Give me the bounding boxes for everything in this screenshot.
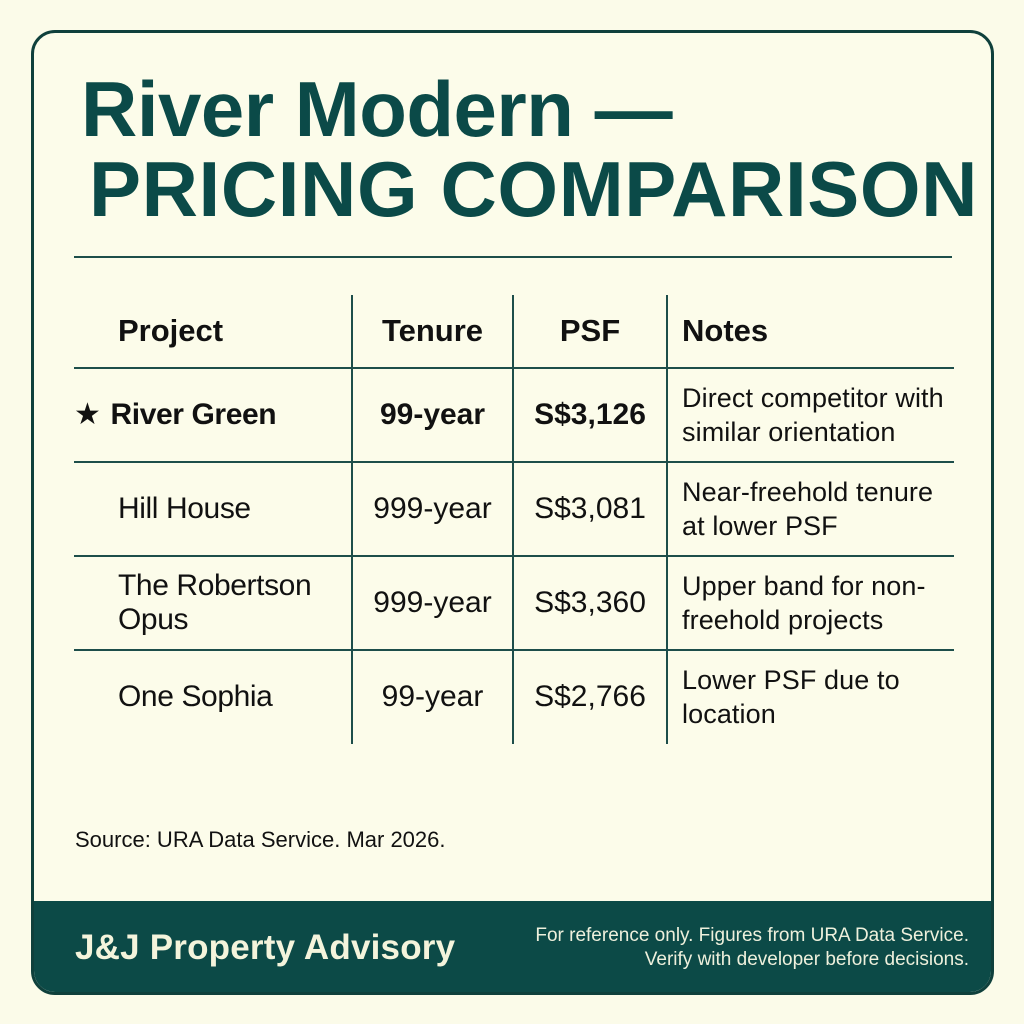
table-row-psf: S$2,766 [534,680,646,713]
table-row-tenure: 99-year [379,398,486,431]
project-name-line: Opus [118,603,189,636]
table-row-notes: Lower PSF due to location [682,651,972,743]
footer-band: J&J Property Advisory For reference only… [34,901,991,992]
project-name: River Green [110,398,277,431]
table-row-project: The Robertson Opus [118,557,350,649]
column-header-notes: Notes [682,313,769,348]
notes-line: Lower PSF due to [682,665,900,695]
notes-line: at lower PSF [682,511,838,541]
disclaimer: For reference only. Figures from URA Dat… [535,924,969,972]
column-rule [351,295,353,744]
column-header-psf: PSF [559,313,621,348]
title-line-2: PRICING COMPARISON [89,145,979,233]
table-row-project: ★ River Green [74,369,350,461]
pricing-table: Project Tenure PSF Notes ★ River Green 9… [34,33,991,992]
notes-line: similar orientation [682,417,896,447]
row-rule [74,461,954,463]
table-row-psf: S$3,126 [534,398,646,431]
row-rule [74,649,954,651]
disclaimer-line: For reference only. Figures from URA Dat… [535,925,969,946]
table-row-notes: Direct competitor with similar orientati… [682,369,972,461]
column-rule [512,295,514,744]
title-line-1: River Modern — [81,65,673,153]
disclaimer-line: Verify with developer before decisions. [644,949,969,970]
column-header-project: Project [118,313,224,348]
notes-line: Upper band for non- [682,571,926,601]
header-rule [74,367,954,369]
table-row-project: One Sophia [118,680,273,713]
column-header-tenure: Tenure [381,313,484,348]
table-row-tenure: 99-year [381,680,484,713]
page-title: River Modern — PRICING COMPARISON [81,69,978,229]
table-row-notes: Upper band for non- freehold projects [682,557,972,649]
notes-line: freehold projects [682,605,884,635]
title-divider [74,256,952,258]
star-icon: ★ [74,398,101,431]
project-name-line: The Robertson [118,569,312,602]
table-row-psf: S$3,360 [534,586,646,619]
table-row-psf: S$3,081 [534,492,646,525]
table-row-tenure: 999-year [373,492,492,525]
pricing-card: River Modern — PRICING COMPARISON Projec… [31,30,994,995]
source-note: Source: URA Data Service. Mar 2026. [75,827,446,852]
column-rule [666,295,668,744]
table-row-project: Hill House [118,492,251,525]
table-row-notes: Near-freehold tenure at lower PSF [682,463,972,555]
notes-line: location [682,699,776,729]
notes-line: Near-freehold tenure [682,477,934,507]
brand-name: J&J Property Advisory [75,928,456,967]
notes-line: Direct competitor with [682,383,944,413]
row-rule [74,555,954,557]
table-row-tenure: 999-year [373,586,492,619]
